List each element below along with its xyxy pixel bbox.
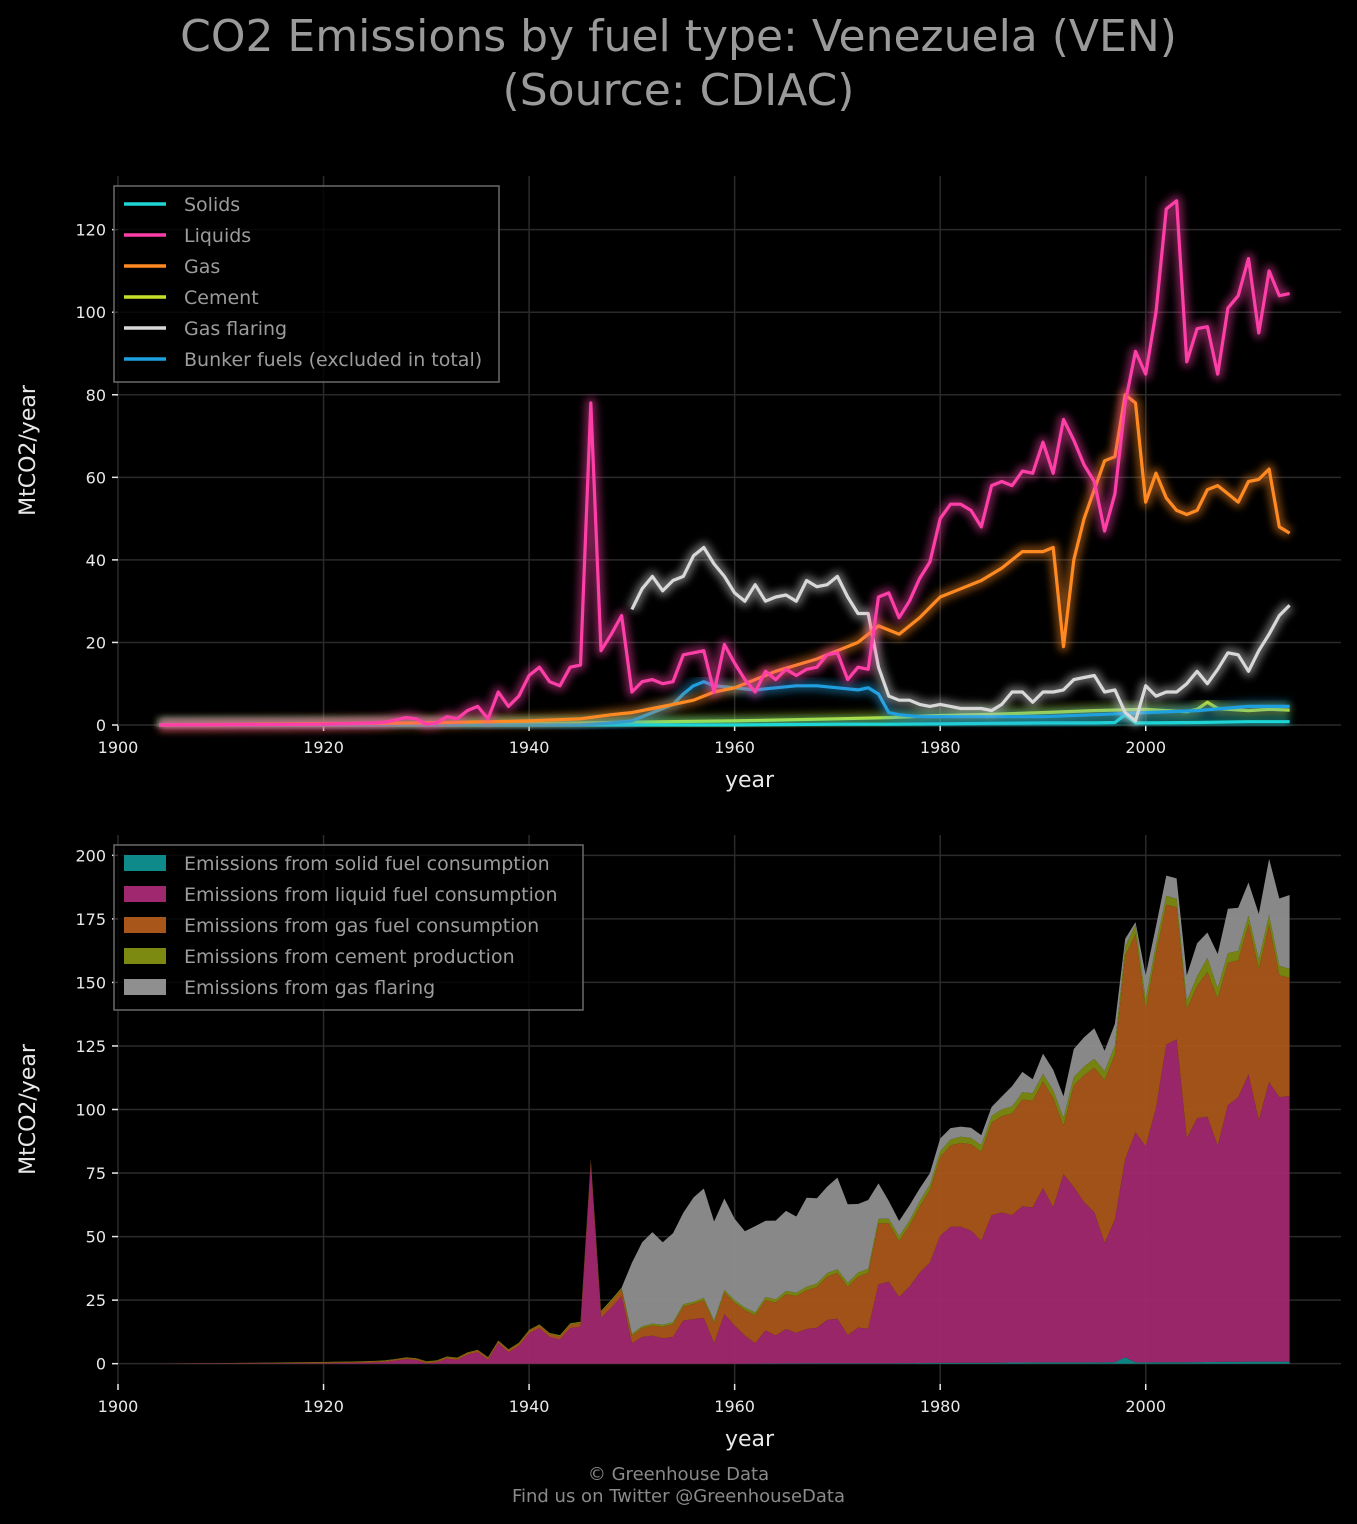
- footer-twitter: Find us on Twitter @GreenhouseData: [511, 1486, 846, 1507]
- legend-label-gas-flaring: Gas flaring: [184, 318, 287, 340]
- y-tick-label: 0: [96, 1355, 106, 1374]
- legend-label-solids: Solids: [184, 194, 240, 216]
- series-line-gas: [159, 393, 1291, 727]
- legend-label-emissions-from-solid-fuel-consumption: Emissions from solid fuel consumption: [184, 853, 550, 875]
- chart-title-line2: (Source: CDIAC): [502, 65, 855, 116]
- legend-swatch-emissions-from-gas-flaring: [124, 979, 166, 995]
- legend-label-liquids: Liquids: [184, 225, 251, 247]
- area-emissions-from-gas-fuel-consumption: [159, 904, 1290, 1364]
- legend-swatch-emissions-from-gas-fuel-consumption: [124, 917, 166, 933]
- legend-label-emissions-from-gas-fuel-consumption: Emissions from gas fuel consumption: [184, 915, 539, 937]
- y-tick-label: 60: [86, 468, 106, 487]
- series-line-solids: [159, 713, 1290, 727]
- y-tick-label: 120: [75, 221, 106, 240]
- legend-box: [113, 185, 500, 383]
- series-line-gas-flaring: [630, 545, 1291, 723]
- legend-box: [113, 844, 584, 1011]
- x-tick-label: 1920: [303, 1397, 344, 1416]
- y-axis-label: MtCO2/year: [16, 1043, 41, 1175]
- x-tick-label: 1980: [920, 738, 961, 757]
- y-tick-label: 20: [86, 633, 106, 652]
- x-tick-label: 1960: [714, 738, 755, 757]
- area-emissions-from-solid-fuel-consumption: [159, 1357, 1290, 1364]
- x-tick-label: 1900: [98, 738, 139, 757]
- y-tick-label: 40: [86, 551, 106, 570]
- legend-label-emissions-from-gas-flaring: Emissions from gas flaring: [184, 977, 435, 999]
- legend-label-emissions-from-liquid-fuel-consumption: Emissions from liquid fuel consumption: [184, 884, 558, 906]
- legend-label-bunker-fuels-excluded-in-total: Bunker fuels (excluded in total): [184, 349, 482, 371]
- series-line-liquids: [159, 199, 1290, 727]
- x-tick-label: 2000: [1125, 738, 1166, 757]
- area-emissions-from-gas-flaring: [159, 858, 1290, 1364]
- x-tick-label: 1900: [98, 1397, 139, 1416]
- y-tick-label: 0: [96, 716, 106, 735]
- x-tick-label: 1960: [714, 1397, 755, 1416]
- legend-label-emissions-from-cement-production: Emissions from cement production: [184, 946, 515, 968]
- area-emissions-from-liquid-fuel-consumption: [159, 1039, 1290, 1364]
- x-tick-label: 2000: [1125, 1397, 1166, 1416]
- legend-swatch-emissions-from-solid-fuel-consumption: [124, 855, 166, 871]
- x-tick-label: 1940: [509, 1397, 550, 1416]
- footer: © Greenhouse Data Find us on Twitter @Gr…: [0, 1464, 1357, 1508]
- y-tick-label: 150: [75, 973, 106, 992]
- y-tick-label: 200: [75, 846, 106, 865]
- chart-title: CO2 Emissions by fuel type: Venezuela (V…: [0, 10, 1357, 118]
- y-tick-label: 175: [75, 910, 106, 929]
- x-tick-label: 1920: [303, 738, 344, 757]
- y-tick-label: 50: [86, 1228, 106, 1247]
- stacked-area-chart: 1900 1920 1940 1960 1980 2000 0 25 50 75 100 125 150…: [16, 835, 1341, 1452]
- x-axis-label: year: [725, 768, 775, 793]
- y-tick-label: 75: [86, 1164, 106, 1183]
- legend-swatch-emissions-from-liquid-fuel-consumption: [124, 886, 166, 902]
- footer-copyright: © Greenhouse Data: [587, 1464, 770, 1485]
- y-axis-label: MtCO2/year: [16, 384, 41, 516]
- chart-title-line1: CO2 Emissions by fuel type: Venezuela (V…: [180, 11, 1177, 62]
- y-tick-label: 100: [75, 1101, 106, 1120]
- y-tick-label: 80: [86, 386, 106, 405]
- series-glow-gas-flaring: [626, 542, 1294, 727]
- x-axis-label: year: [725, 1427, 775, 1452]
- y-tick-label: 125: [75, 1037, 106, 1056]
- x-tick-label: 1980: [920, 1397, 961, 1416]
- legend-label-cement: Cement: [184, 287, 259, 309]
- y-tick-label: 100: [75, 303, 106, 322]
- line-chart: 1900 1920 1940 1960 1980 2000 0 20 40 60 80 100 120 y…: [16, 176, 1341, 793]
- y-tick-label: 25: [86, 1291, 106, 1310]
- x-tick-label: 1940: [509, 738, 550, 757]
- legend-swatch-emissions-from-cement-production: [124, 948, 166, 964]
- legend-label-gas: Gas: [184, 256, 220, 278]
